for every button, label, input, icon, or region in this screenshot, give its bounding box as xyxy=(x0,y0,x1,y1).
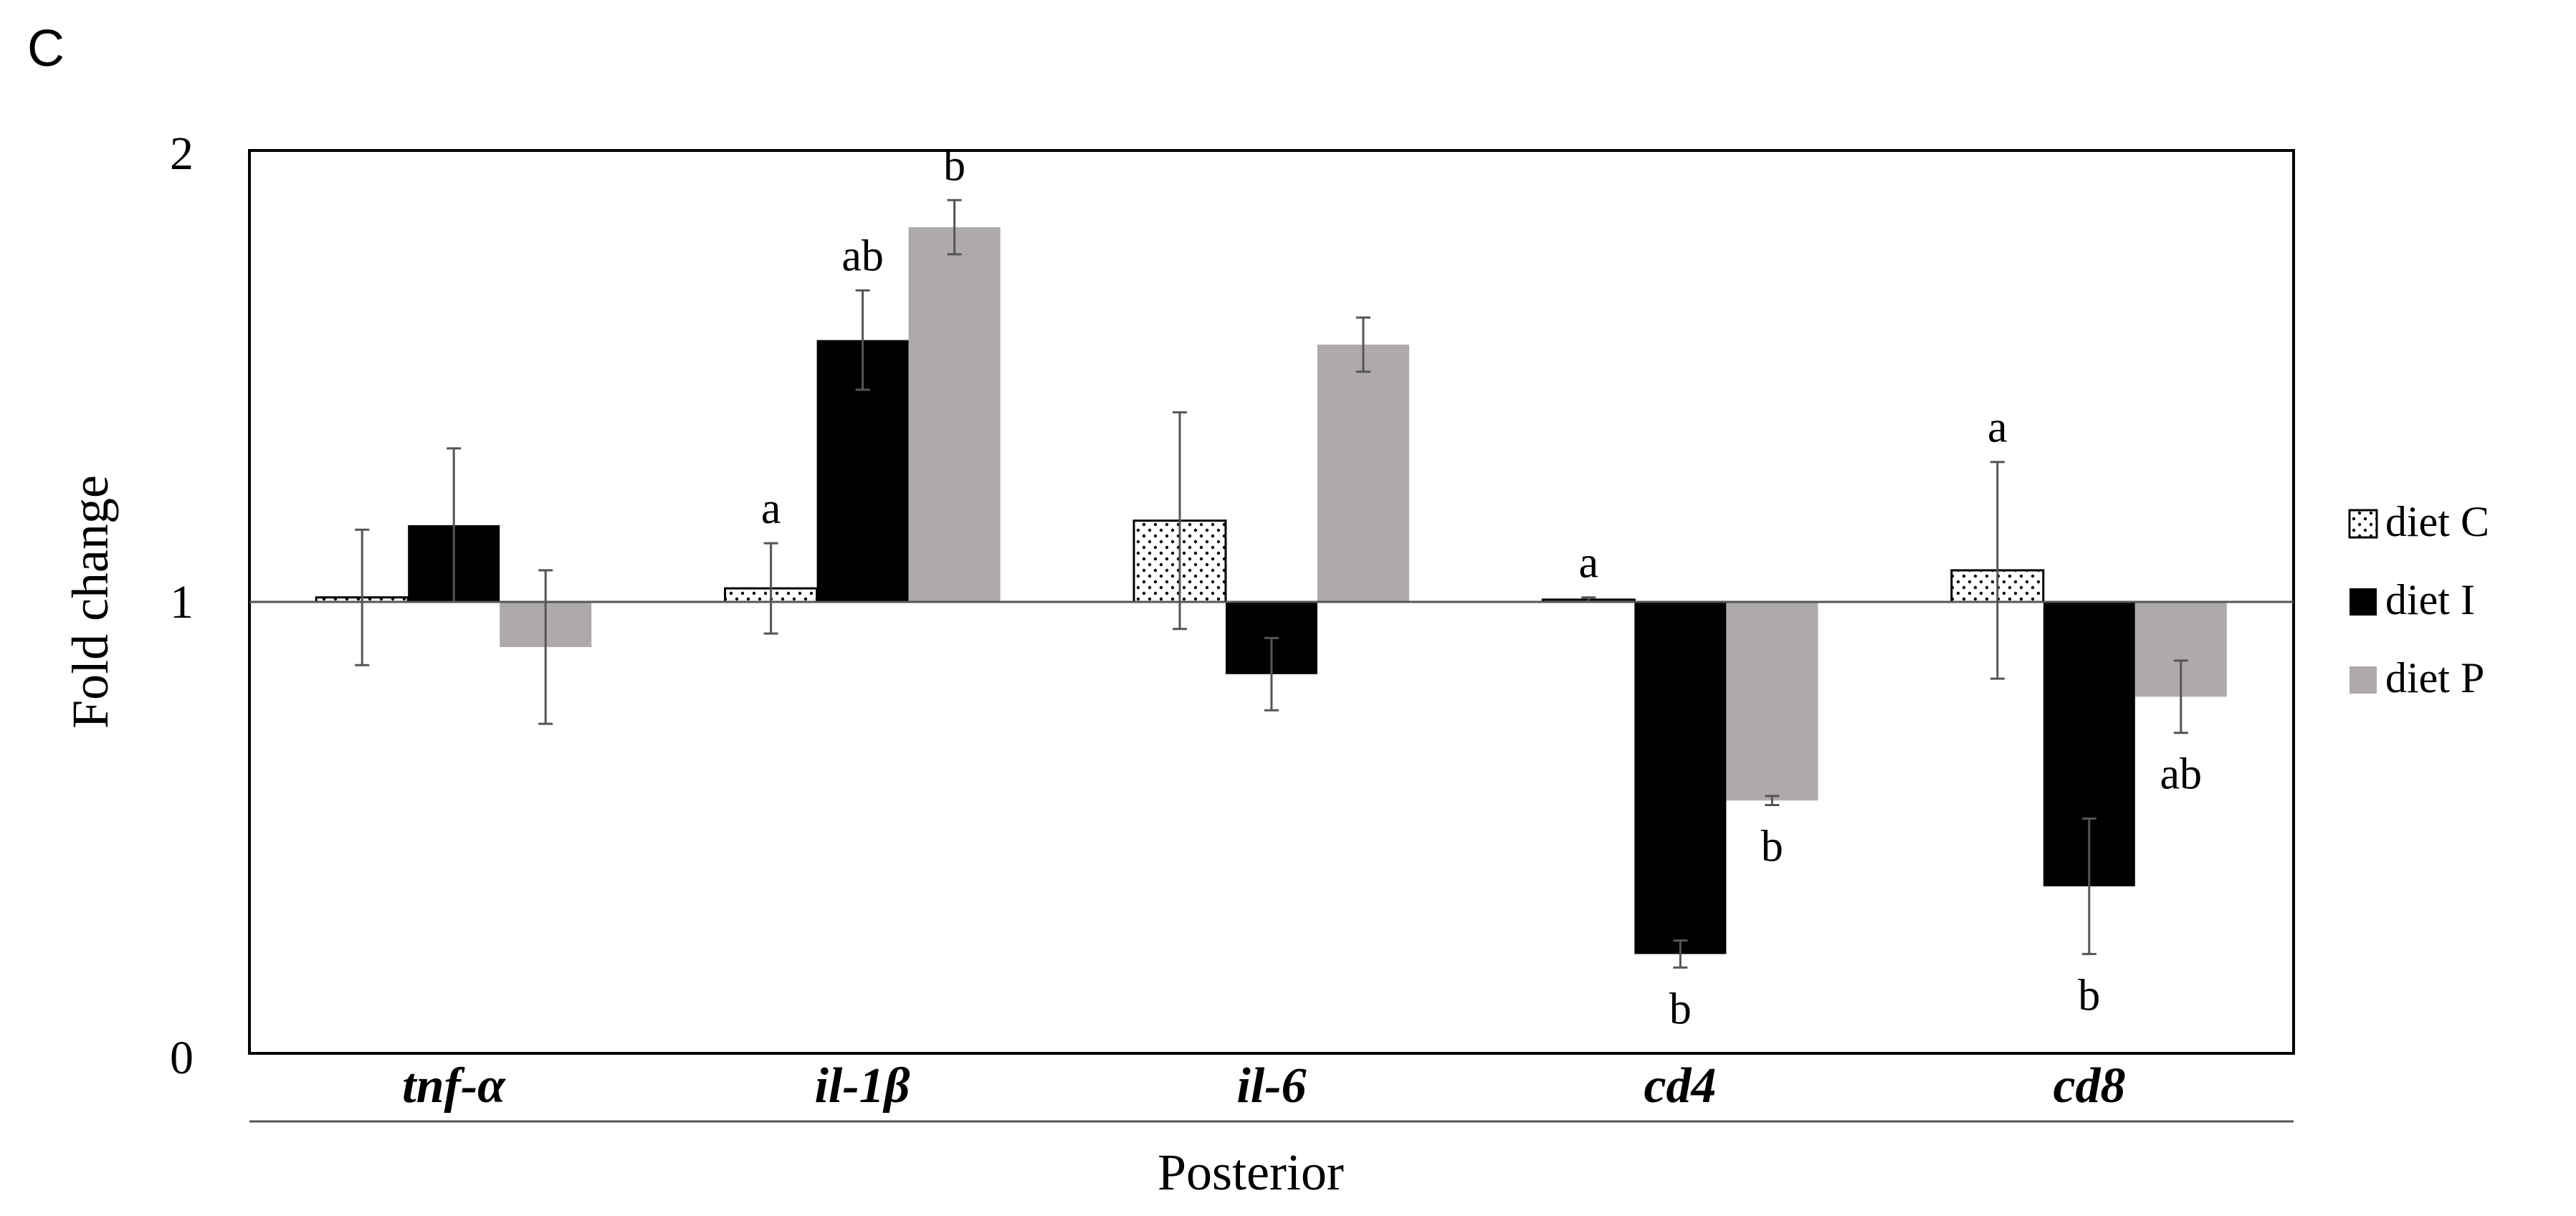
bar-diet-p-3 xyxy=(1726,602,1818,801)
sig-label-diet-p-1: b xyxy=(943,141,965,190)
bar-diet-p-2 xyxy=(1317,344,1409,602)
x-tick-label-cd4: cd4 xyxy=(1644,1058,1716,1114)
y-axis-label: Fold change xyxy=(62,475,119,729)
sig-label-diet-c-1: a xyxy=(761,484,781,533)
sig-label-diet-i-4: b xyxy=(2078,971,2100,1020)
y-tick-label-2: 2 xyxy=(170,128,194,180)
panel-label: C xyxy=(27,20,65,77)
sig-label-diet-c-3: a xyxy=(1579,539,1599,588)
y-tick-label-0: 0 xyxy=(170,1032,194,1084)
significance-labels-group: a a a ab b b b b ab xyxy=(761,141,2202,1033)
sig-label-diet-p-4: ab xyxy=(2160,750,2203,799)
error-bars-group xyxy=(355,198,2188,969)
x-axis-label: Posterior xyxy=(1158,1144,1344,1201)
legend-swatch-diet-p xyxy=(2350,666,2377,694)
x-tick-label-cd8: cd8 xyxy=(2053,1058,2125,1114)
y-tick-label-1: 1 xyxy=(170,576,194,628)
x-tick-label-il-1beta: il-1β xyxy=(814,1058,910,1114)
legend-label-diet-p: diet P xyxy=(2385,654,2484,702)
bars-group xyxy=(315,227,2227,954)
sig-label-diet-c-4: a xyxy=(1988,403,2008,452)
legend: diet C diet I diet P xyxy=(2348,498,2489,702)
bar-diet-p-1 xyxy=(908,227,1001,603)
legend-swatch-diet-c xyxy=(2348,509,2378,539)
legend-label-diet-i: diet I xyxy=(2385,576,2475,623)
x-tick-label-tnf-alpha: tnf-α xyxy=(402,1058,506,1114)
sig-label-diet-i-1: ab xyxy=(841,231,884,280)
sig-label-diet-i-3: b xyxy=(1669,985,1692,1033)
bar-diet-i-3 xyxy=(1634,602,1727,954)
x-tick-label-il-6: il-6 xyxy=(1236,1058,1306,1114)
sig-label-diet-p-3: b xyxy=(1761,823,1783,871)
legend-swatch-diet-i xyxy=(2350,588,2377,616)
legend-label-diet-c: diet C xyxy=(2385,498,2489,545)
